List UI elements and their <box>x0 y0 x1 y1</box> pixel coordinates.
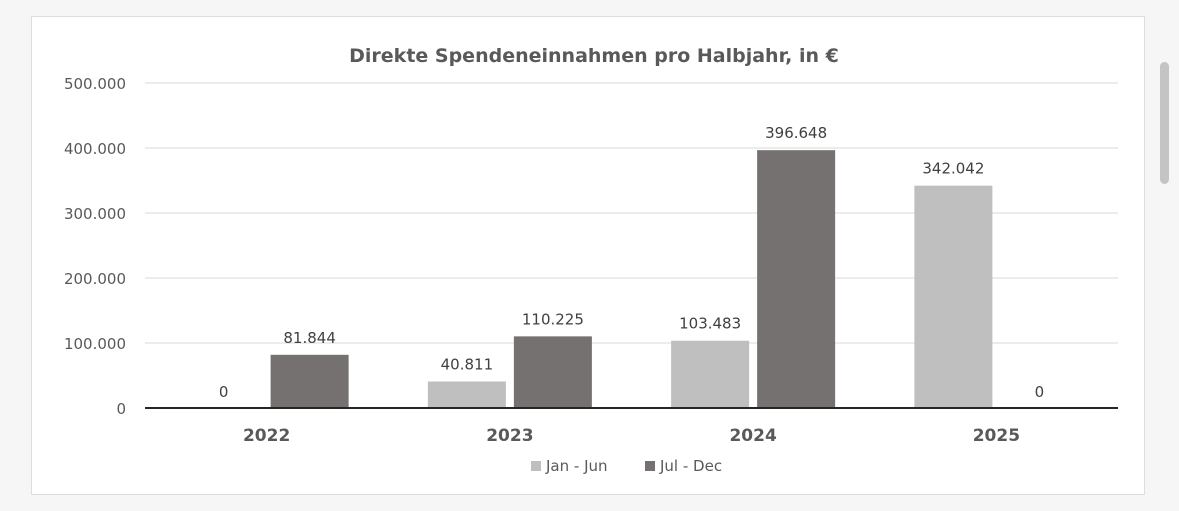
bar <box>270 354 349 408</box>
x-tick-label: 2024 <box>729 426 776 446</box>
bars <box>270 150 993 408</box>
scrollbar-thumb[interactable] <box>1160 62 1169 184</box>
y-tick-label: 200.000 <box>64 270 126 288</box>
y-tick-label: 300.000 <box>64 205 126 223</box>
legend-label: Jan - Jun <box>545 457 608 475</box>
bar-data-label: 40.811 <box>441 355 494 373</box>
x-tick-label: 2022 <box>243 426 290 446</box>
bar-data-label: 396.648 <box>765 124 827 142</box>
bar <box>513 336 592 408</box>
chart-title: Direkte Spendeneinnahmen pro Halbjahr, i… <box>349 45 839 67</box>
bar-data-label: 342.042 <box>922 160 984 178</box>
bar-data-label: 0 <box>1035 383 1045 401</box>
y-tick-label: 500.000 <box>64 75 126 93</box>
y-tick-label: 100.000 <box>64 335 126 353</box>
bar <box>757 150 836 408</box>
bar-data-label: 81.844 <box>283 329 336 347</box>
x-tick-label: 2025 <box>973 426 1020 446</box>
bar-data-label: 110.225 <box>522 310 584 328</box>
legend: Jan - Jun Jul - Dec <box>531 457 722 475</box>
legend-swatch <box>531 461 541 471</box>
legend-label: Jul - Dec <box>659 457 722 475</box>
bar <box>671 340 750 408</box>
bar-data-labels: 0 81.844 40.811 110.225 103.483 396.648 342.04… <box>219 124 1044 401</box>
y-axis-ticks: 0 100.000 200.000 300.000 400.000 500.000 <box>64 75 126 418</box>
y-tick-label: 400.000 <box>64 140 126 158</box>
x-axis-ticks: 2022 2023 2024 2025 <box>243 426 1020 446</box>
bar-data-label: 103.483 <box>679 315 741 333</box>
bar-data-label: 0 <box>219 383 229 401</box>
x-tick-label: 2023 <box>486 426 533 446</box>
legend-swatch <box>645 461 655 471</box>
bar <box>914 185 993 408</box>
bar <box>427 381 506 408</box>
y-tick-label: 0 <box>116 400 126 418</box>
